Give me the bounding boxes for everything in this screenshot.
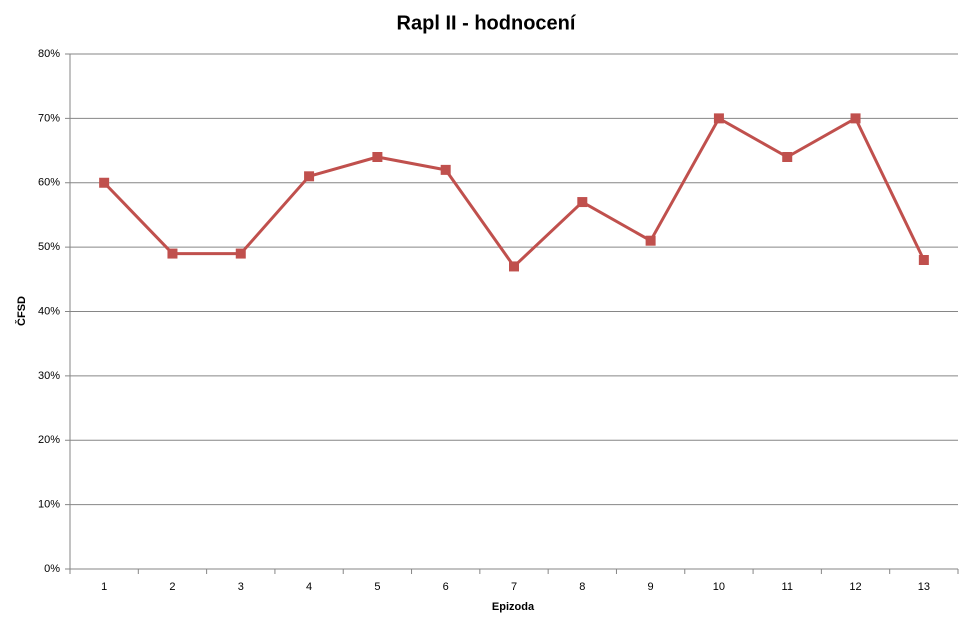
marker	[372, 152, 383, 162]
y-tick-label: 40%	[38, 305, 60, 317]
marker	[850, 113, 861, 124]
y-tick-label: 30%	[38, 370, 60, 382]
x-tick-label: 1	[101, 581, 107, 593]
marker	[713, 113, 724, 124]
y-tick-label: 50%	[38, 241, 60, 253]
x-tick-label: 4	[306, 581, 312, 593]
x-tick-label: 2	[169, 581, 175, 593]
x-tick-label: 10	[713, 581, 725, 593]
marker	[99, 177, 110, 188]
y-tick-label: 70%	[38, 112, 60, 124]
marker	[167, 248, 178, 259]
y-tick-label: 60%	[38, 177, 60, 189]
x-tick-label: 11	[782, 581, 793, 593]
marker	[304, 171, 315, 182]
x-axis-title: Epizoda	[492, 601, 535, 613]
x-tick-label: 8	[579, 581, 585, 593]
marker	[782, 152, 793, 162]
y-tick-label: 20%	[38, 434, 60, 446]
x-tick-label: 13	[918, 581, 930, 593]
y-tick-label: 80%	[38, 48, 60, 60]
marker	[235, 248, 246, 259]
x-tick-label: 7	[511, 581, 517, 593]
marker	[440, 164, 451, 175]
y-axis-title: ČFSD	[15, 296, 28, 326]
marker	[645, 235, 656, 246]
x-tick-label: 9	[648, 581, 654, 593]
marker	[918, 255, 929, 265]
x-tick-label: 6	[443, 581, 449, 593]
y-tick-label: 0%	[44, 563, 60, 575]
marker	[577, 197, 588, 208]
x-tick-label: 12	[849, 581, 861, 593]
y-tick-label: 10%	[38, 499, 60, 511]
x-tick-label: 3	[238, 581, 244, 593]
x-tick-label: 5	[374, 581, 380, 593]
chart-title: Rapl II - hodnocení	[397, 12, 577, 34]
series-line	[103, 116, 926, 268]
marker	[509, 261, 519, 272]
